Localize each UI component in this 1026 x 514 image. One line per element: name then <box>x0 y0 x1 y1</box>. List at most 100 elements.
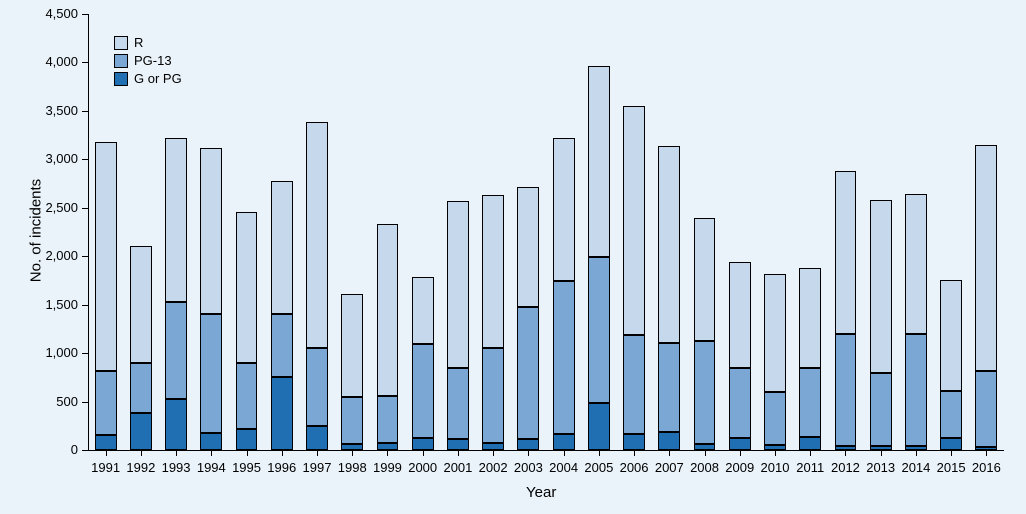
bar-segment-pg13 <box>377 396 399 443</box>
bar-segment-pg13 <box>236 363 258 429</box>
bar-segment-g_or_pg <box>412 438 434 450</box>
bar-segment-pg13 <box>165 302 187 399</box>
legend-item-g_or_pg: G or PG <box>114 70 182 88</box>
x-tick <box>775 450 776 456</box>
bar-segment-pg13 <box>835 334 857 446</box>
y-tick-label: 2,500 <box>45 200 78 215</box>
bar-segment-g_or_pg <box>975 447 997 450</box>
bar-segment-pg13 <box>200 314 222 432</box>
x-tick-label: 2015 <box>937 460 966 475</box>
x-tick <box>564 450 565 456</box>
bar-segment-r <box>412 277 434 345</box>
bar-segment-r <box>658 146 680 344</box>
bar-segment-r <box>940 280 962 390</box>
x-axis-label: Year <box>526 484 556 501</box>
x-tick <box>247 450 248 456</box>
bar-segment-r <box>482 195 504 348</box>
tobacco-incidents-chart: No. of incidents Year RPG-13G or PG 0500… <box>0 0 1026 514</box>
x-tick <box>106 450 107 456</box>
bar-segment-g_or_pg <box>130 413 152 450</box>
x-tick-label: 1996 <box>267 460 296 475</box>
x-tick-label: 2009 <box>725 460 754 475</box>
y-tick <box>82 111 88 112</box>
y-tick-label: 4,500 <box>45 6 78 21</box>
y-tick <box>82 450 88 451</box>
y-tick <box>82 159 88 160</box>
y-tick <box>82 353 88 354</box>
bar-segment-pg13 <box>130 363 152 413</box>
bar-segment-r <box>95 142 117 371</box>
x-tick <box>317 450 318 456</box>
bar-segment-r <box>341 294 363 397</box>
x-tick <box>423 450 424 456</box>
bar-segment-pg13 <box>905 334 927 446</box>
x-tick <box>916 450 917 456</box>
y-tick <box>82 14 88 15</box>
x-tick-label: 2011 <box>796 460 824 475</box>
x-tick <box>881 450 882 456</box>
bar-segment-r <box>517 187 539 306</box>
bar-segment-g_or_pg <box>729 438 751 450</box>
bar-segment-r <box>975 145 997 371</box>
y-tick-label: 0 <box>71 442 78 457</box>
bar-segment-g_or_pg <box>553 434 575 450</box>
x-tick <box>141 450 142 456</box>
x-tick <box>599 450 600 456</box>
x-tick <box>845 450 846 456</box>
x-tick <box>705 450 706 456</box>
bar-segment-pg13 <box>658 343 680 431</box>
x-tick <box>740 450 741 456</box>
x-tick <box>528 450 529 456</box>
bar-segment-g_or_pg <box>200 433 222 450</box>
x-tick-label: 1998 <box>338 460 367 475</box>
bar-segment-pg13 <box>588 257 610 403</box>
bar-segment-r <box>835 171 857 334</box>
x-tick-label: 1991 <box>91 460 120 475</box>
x-tick-label: 2010 <box>761 460 790 475</box>
bar-segment-r <box>165 138 187 302</box>
bar-segment-r <box>200 148 222 315</box>
bar-segment-g_or_pg <box>588 403 610 450</box>
plot-area <box>88 14 1004 450</box>
bar-segment-r <box>870 200 892 373</box>
y-tick <box>82 256 88 257</box>
y-axis-label: No. of incidents <box>28 171 45 291</box>
bar-segment-g_or_pg <box>95 435 117 450</box>
x-tick <box>282 450 283 456</box>
bar-segment-pg13 <box>95 371 117 436</box>
bar-segment-r <box>905 194 927 334</box>
bar-segment-r <box>588 66 610 257</box>
bar-segment-r <box>130 246 152 363</box>
bar-segment-r <box>799 268 821 368</box>
x-tick-label: 2014 <box>901 460 930 475</box>
x-tick-label: 1993 <box>162 460 191 475</box>
bar-segment-pg13 <box>799 368 821 438</box>
bar-segment-g_or_pg <box>482 443 504 450</box>
x-tick-label: 2000 <box>408 460 437 475</box>
bar-segment-g_or_pg <box>658 432 680 450</box>
y-tick <box>82 305 88 306</box>
x-tick-label: 1999 <box>373 460 402 475</box>
x-tick-label: 2002 <box>479 460 508 475</box>
bar-segment-g_or_pg <box>905 446 927 450</box>
x-tick <box>387 450 388 456</box>
x-tick-label: 2003 <box>514 460 543 475</box>
bar-segment-g_or_pg <box>271 377 293 450</box>
x-tick-label: 1994 <box>197 460 226 475</box>
bar-segment-pg13 <box>940 391 962 438</box>
y-tick-label: 1,000 <box>45 345 78 360</box>
x-tick <box>986 450 987 456</box>
bar-segment-r <box>623 106 645 335</box>
x-tick-label: 1992 <box>126 460 155 475</box>
y-tick-label: 2,000 <box>45 248 78 263</box>
bar-segment-pg13 <box>517 307 539 440</box>
y-tick-label: 3,500 <box>45 103 78 118</box>
y-tick <box>82 402 88 403</box>
bar-segment-pg13 <box>447 368 469 440</box>
x-tick <box>176 450 177 456</box>
bar-segment-pg13 <box>271 314 293 377</box>
x-tick-label: 2005 <box>584 460 613 475</box>
x-tick-label: 2004 <box>549 460 578 475</box>
bar-segment-r <box>729 262 751 368</box>
bar-segment-g_or_pg <box>835 446 857 450</box>
